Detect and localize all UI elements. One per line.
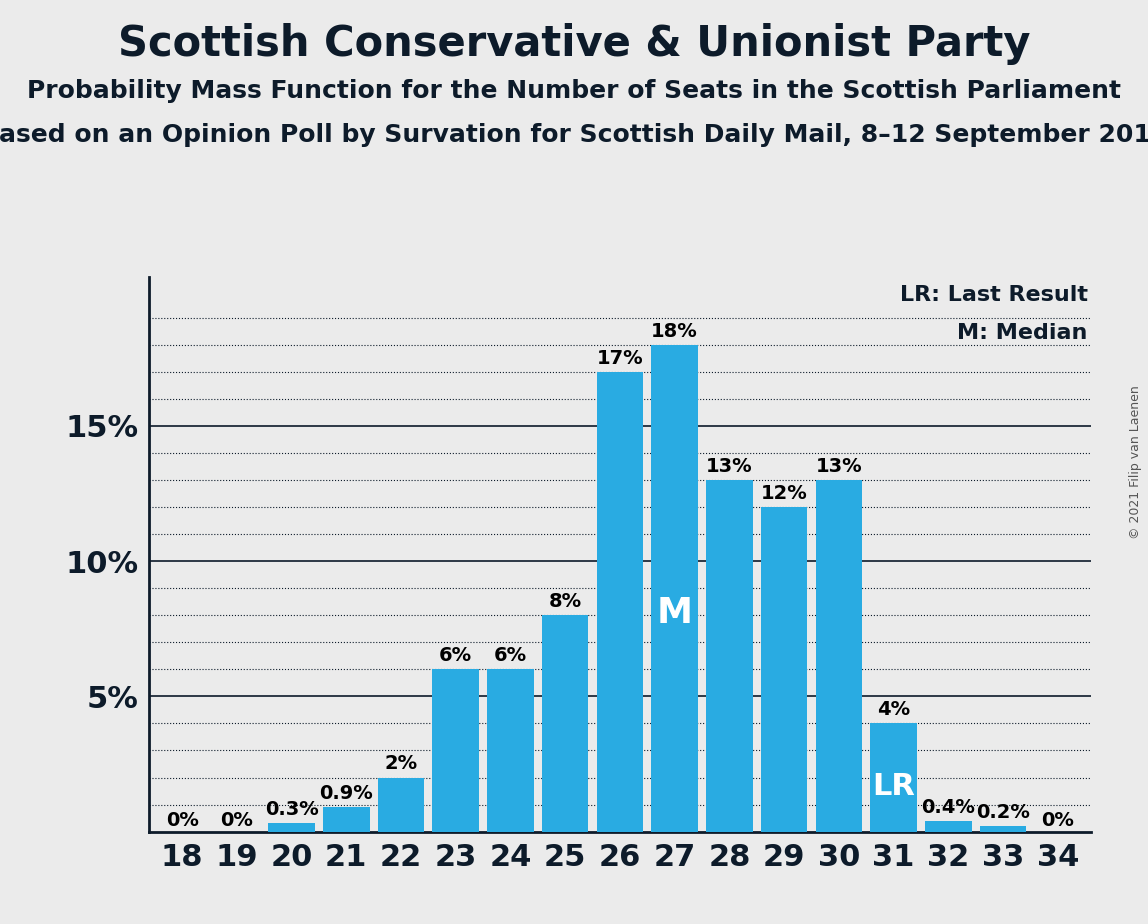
Bar <box>815 480 862 832</box>
Text: 0%: 0% <box>1041 811 1075 831</box>
Text: 12%: 12% <box>761 484 807 503</box>
Bar <box>597 371 643 832</box>
Bar <box>323 808 370 832</box>
Text: 17%: 17% <box>597 348 643 368</box>
Text: Probability Mass Function for the Number of Seats in the Scottish Parliament: Probability Mass Function for the Number… <box>28 79 1120 103</box>
Text: 13%: 13% <box>706 457 753 476</box>
Text: 0.9%: 0.9% <box>319 784 373 803</box>
Bar <box>870 723 917 832</box>
Text: 18%: 18% <box>651 322 698 341</box>
Text: 2%: 2% <box>385 755 418 773</box>
Text: 0%: 0% <box>165 811 199 831</box>
Text: 0.2%: 0.2% <box>976 803 1030 822</box>
Text: 4%: 4% <box>877 700 910 720</box>
Text: Scottish Conservative & Unionist Party: Scottish Conservative & Unionist Party <box>118 23 1030 65</box>
Bar <box>761 507 807 832</box>
Text: 0.3%: 0.3% <box>265 800 318 820</box>
Text: Based on an Opinion Poll by Survation for Scottish Daily Mail, 8–12 September 20: Based on an Opinion Poll by Survation fo… <box>0 123 1148 147</box>
Bar <box>651 345 698 832</box>
Text: 6%: 6% <box>494 646 527 665</box>
Text: 6%: 6% <box>440 646 472 665</box>
Text: 0.4%: 0.4% <box>922 797 976 817</box>
Bar <box>433 669 479 832</box>
Bar <box>542 615 589 832</box>
Bar <box>925 821 971 832</box>
Text: 8%: 8% <box>549 592 582 611</box>
Bar <box>706 480 753 832</box>
Text: LR: Last Result: LR: Last Result <box>900 286 1088 305</box>
Bar <box>487 669 534 832</box>
Bar <box>378 777 425 832</box>
Text: 0%: 0% <box>220 811 254 831</box>
Bar <box>269 823 315 832</box>
Text: 13%: 13% <box>815 457 862 476</box>
Text: M: Median: M: Median <box>957 323 1088 343</box>
Text: © 2021 Filip van Laenen: © 2021 Filip van Laenen <box>1130 385 1142 539</box>
Text: M: M <box>657 596 692 629</box>
Text: LR: LR <box>872 772 915 801</box>
Bar <box>979 826 1026 832</box>
